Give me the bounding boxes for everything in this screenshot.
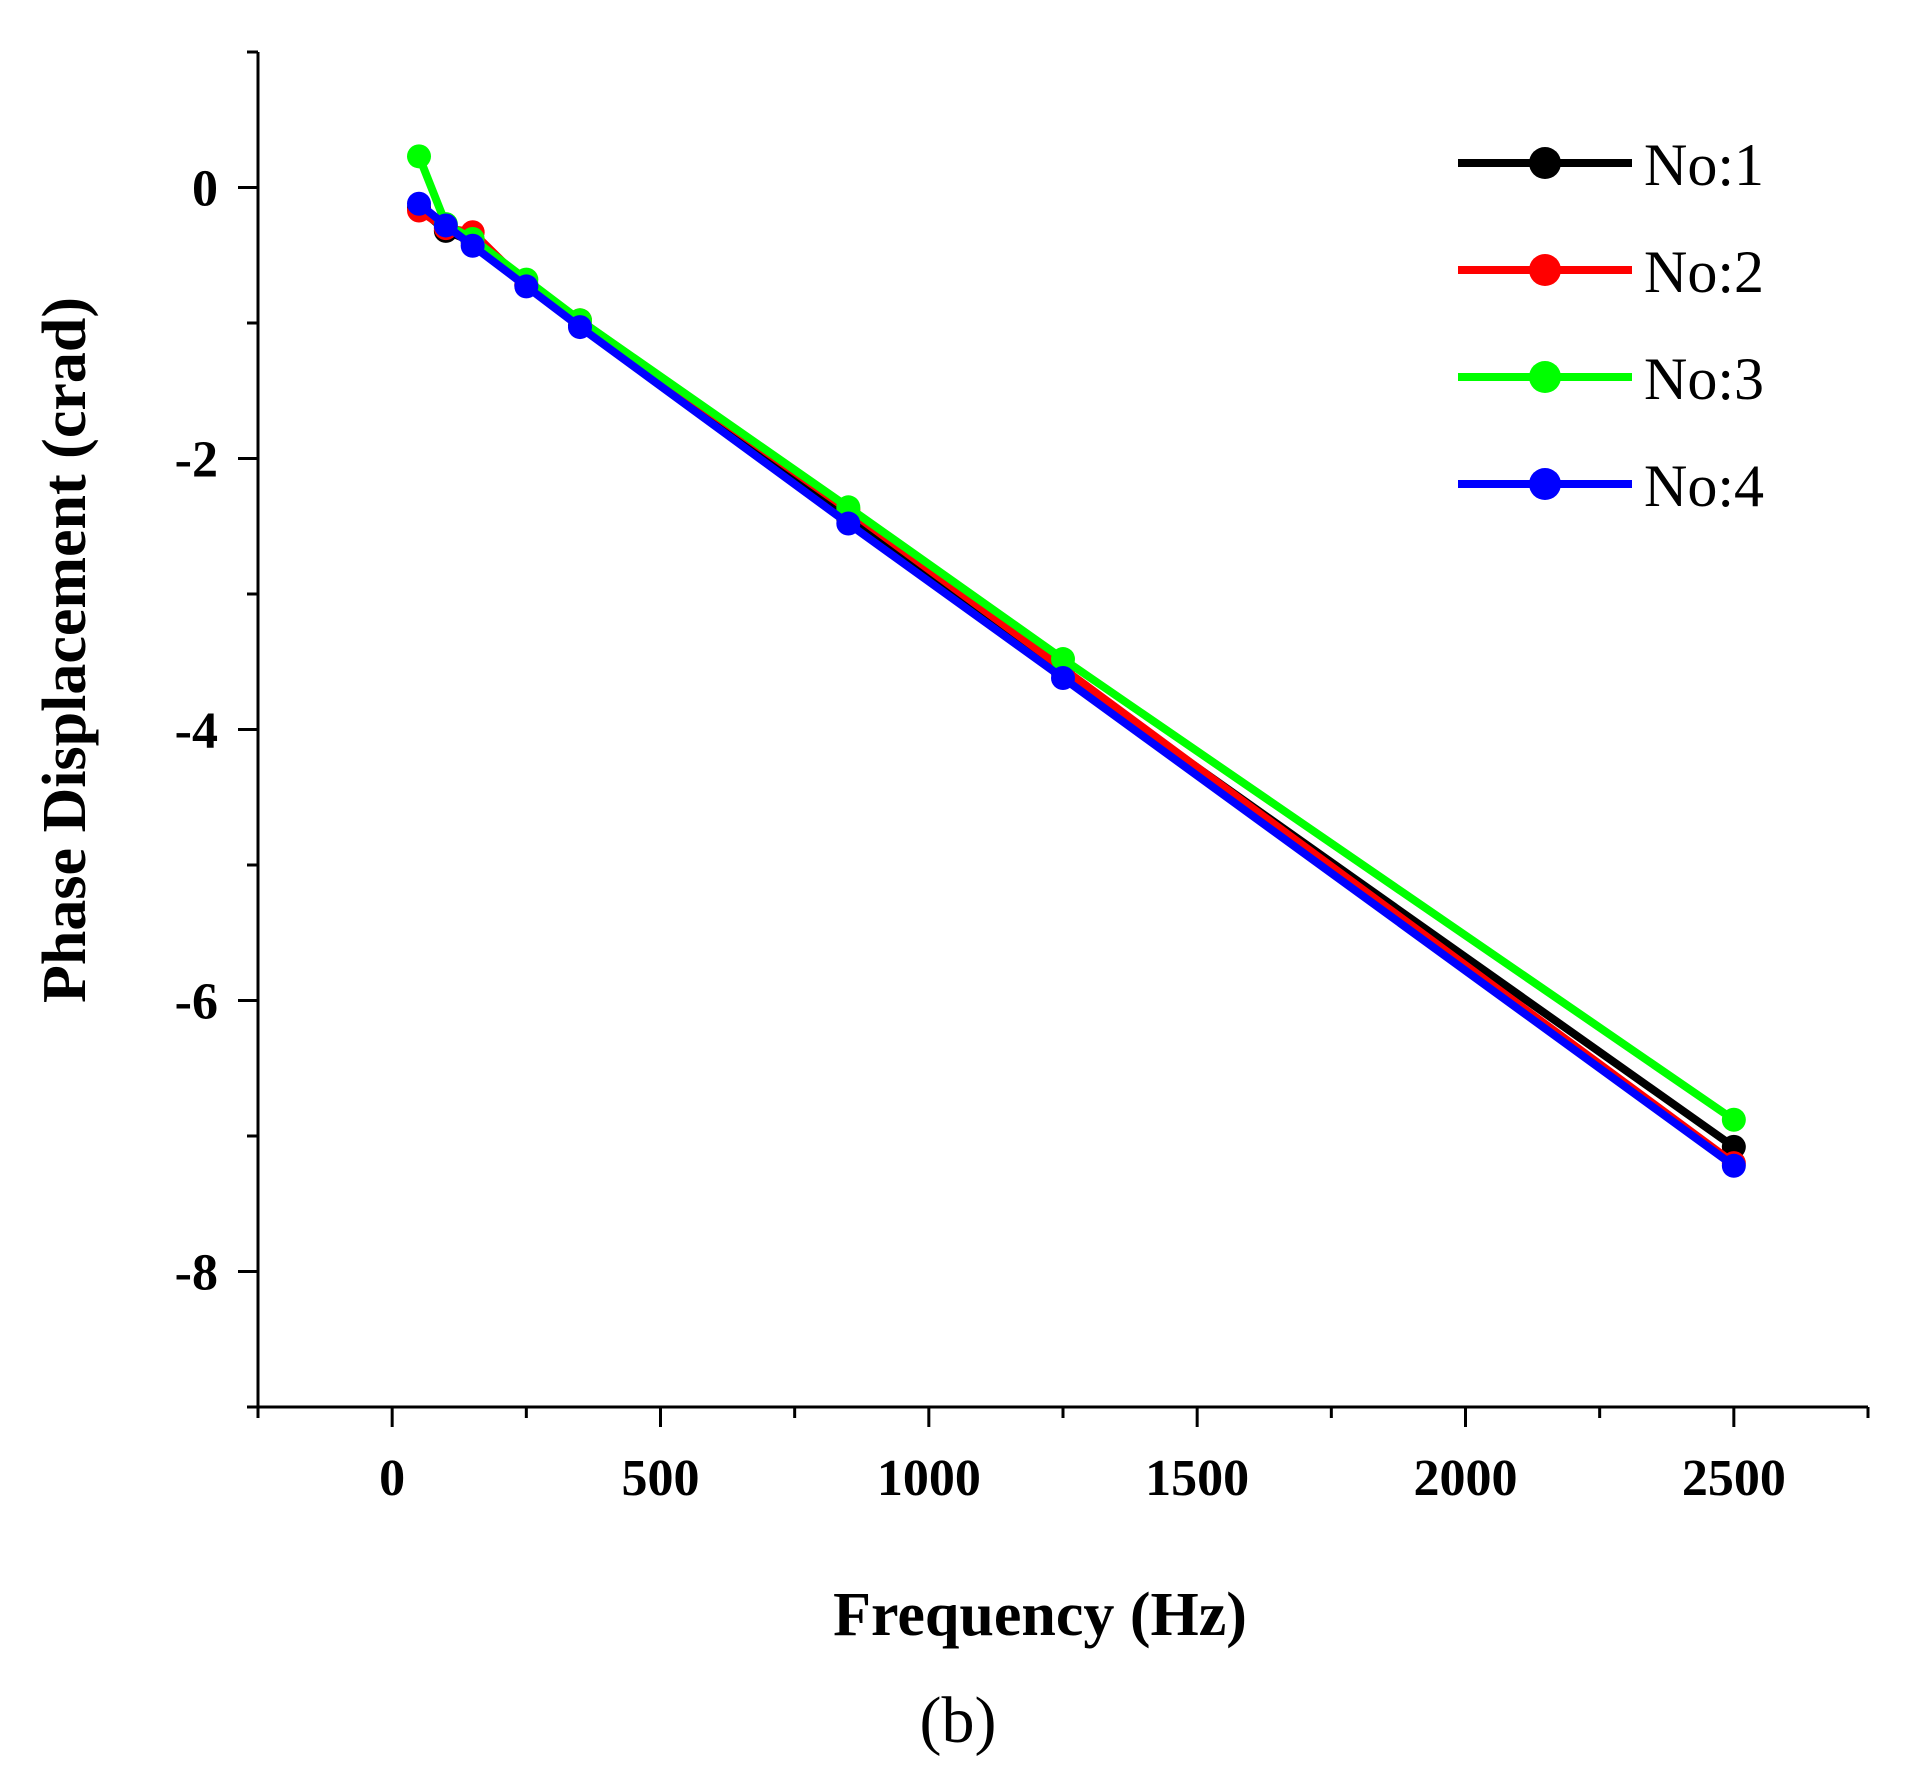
- data-point: [1051, 666, 1075, 691]
- y-tick-label: -2: [175, 432, 218, 489]
- legend-item: No:4: [1458, 453, 1764, 519]
- data-point: [1721, 1107, 1746, 1132]
- data-point: [568, 315, 592, 340]
- x-tick-label: 2500: [1682, 1450, 1786, 1507]
- data-point: [407, 191, 431, 216]
- legend-label: No:2: [1644, 239, 1764, 305]
- legend-marker: [1529, 361, 1561, 393]
- series-no-4: [407, 191, 1746, 1178]
- data-point: [1721, 1153, 1746, 1178]
- legend-label: No:3: [1644, 346, 1764, 412]
- x-tick-label: 1000: [877, 1450, 981, 1507]
- x-tick-label: 500: [622, 1450, 700, 1507]
- y-tick-label: 0: [192, 161, 218, 218]
- legend-item: No:1: [1458, 132, 1764, 198]
- y-tick-label: -8: [175, 1245, 218, 1302]
- data-point: [433, 213, 458, 238]
- x-tick-label: 2000: [1414, 1450, 1518, 1507]
- legend-item: No:2: [1458, 239, 1764, 305]
- data-point: [836, 511, 861, 536]
- legend-marker: [1529, 468, 1561, 500]
- legend: No:1 No:2 No:3 No:4: [1458, 132, 1764, 519]
- x-tick-label: 1500: [1145, 1450, 1249, 1507]
- legend-marker: [1529, 254, 1561, 286]
- y-tick-label: -4: [175, 703, 218, 760]
- y-axis-title: Phase Displacement (crad): [31, 297, 99, 1003]
- legend-label: No:1: [1644, 132, 1764, 198]
- legend-label: No:4: [1644, 453, 1764, 519]
- y-tick-label: -6: [175, 974, 218, 1031]
- legend-marker: [1529, 147, 1561, 179]
- x-tick-label: 0: [379, 1450, 405, 1507]
- data-point: [460, 233, 485, 258]
- figure-caption: (b): [920, 1684, 997, 1757]
- legend-item: No:3: [1458, 346, 1764, 412]
- x-axis-title: Frequency (Hz): [833, 1581, 1247, 1649]
- series-layer: [407, 144, 1746, 1178]
- data-point: [1051, 647, 1075, 672]
- data-point: [514, 274, 539, 299]
- axes: 0 500 1000 1500 2000 2500 0 -2 -4 -6 -8: [175, 50, 1870, 1507]
- data-point: [407, 144, 431, 169]
